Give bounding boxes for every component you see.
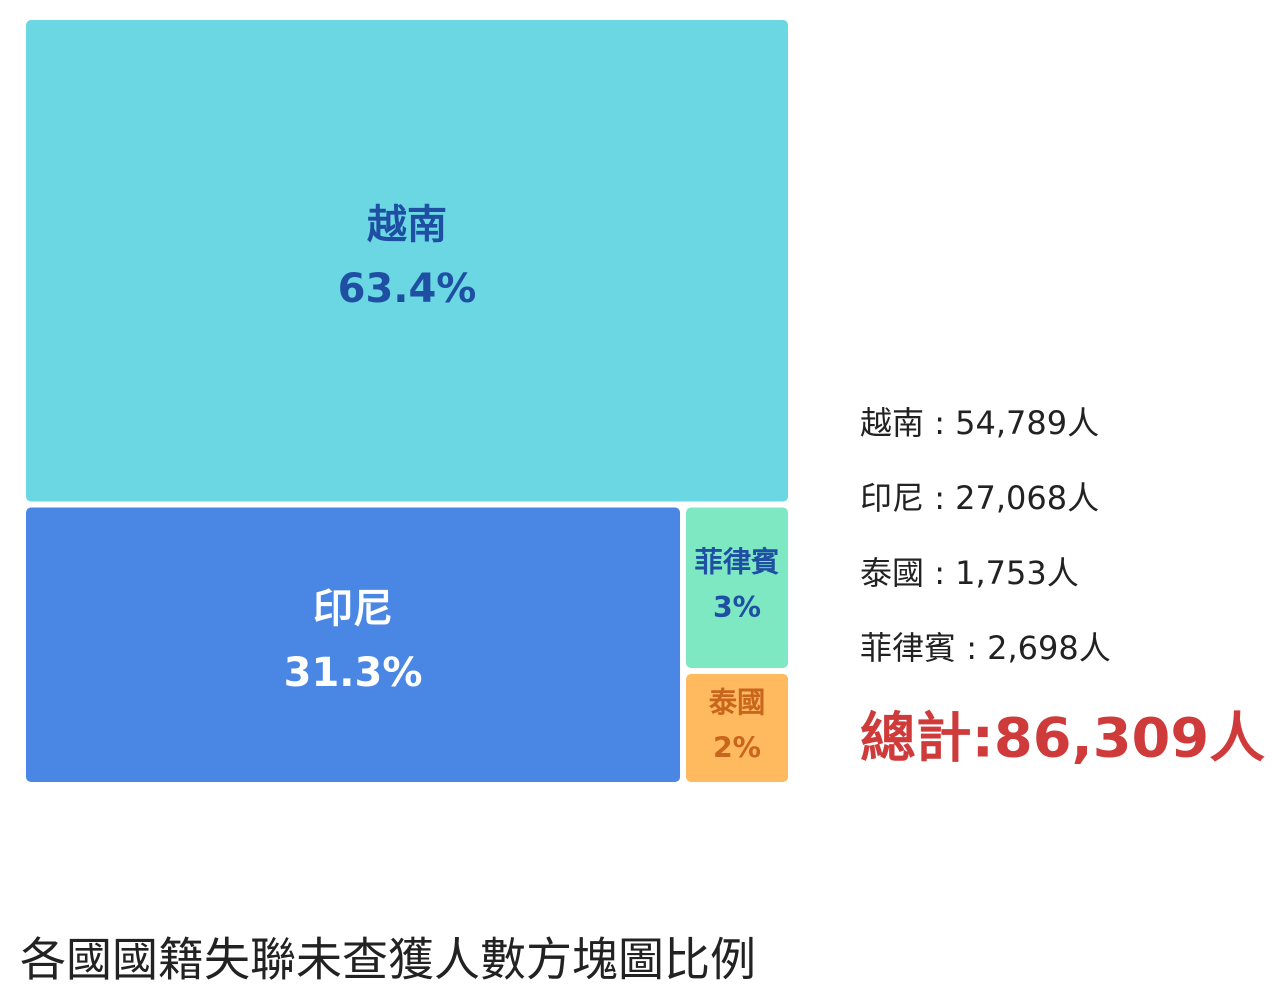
treemap-cell [26, 507, 681, 782]
cell-category-label: 越南 [367, 202, 447, 248]
legend-count: : 27,068人 [924, 479, 1099, 517]
legend-entry: 越南 : 54,789人 [860, 404, 1099, 442]
treemap-cell [686, 507, 788, 669]
legend-name: 泰國 [860, 554, 924, 592]
legend-count: : 1,753人 [924, 554, 1079, 592]
cell-value-label: 31.3% [284, 650, 423, 696]
cell-value-label: 63.4% [338, 266, 477, 312]
legend-count: : 2,698人 [956, 629, 1111, 667]
legend-name: 菲律賓 [860, 629, 956, 667]
cell-category-label: 菲律賓 [695, 546, 780, 579]
legend-entry: 菲律賓 : 2,698人 [860, 629, 1111, 667]
treemap-cell [686, 674, 788, 782]
cell-value-label: 3% [713, 591, 761, 624]
chart-title: 各國國籍失聯未查獲人數方塊圖比例 [20, 933, 756, 987]
total-label: 總計:86,309人 [860, 707, 1265, 770]
legend-name: 印尼 [860, 479, 924, 517]
cell-category-label: 泰國 [709, 686, 766, 719]
cell-value-label: 2% [713, 731, 761, 764]
legend-name: 越南 [860, 404, 924, 442]
legend-entry: 印尼 : 27,068人 [860, 479, 1099, 517]
cell-category-label: 印尼 [313, 586, 393, 632]
treemap-cell [26, 20, 788, 502]
legend-entry: 泰國 : 1,753人 [860, 554, 1079, 592]
legend-count: : 54,789人 [924, 404, 1099, 442]
